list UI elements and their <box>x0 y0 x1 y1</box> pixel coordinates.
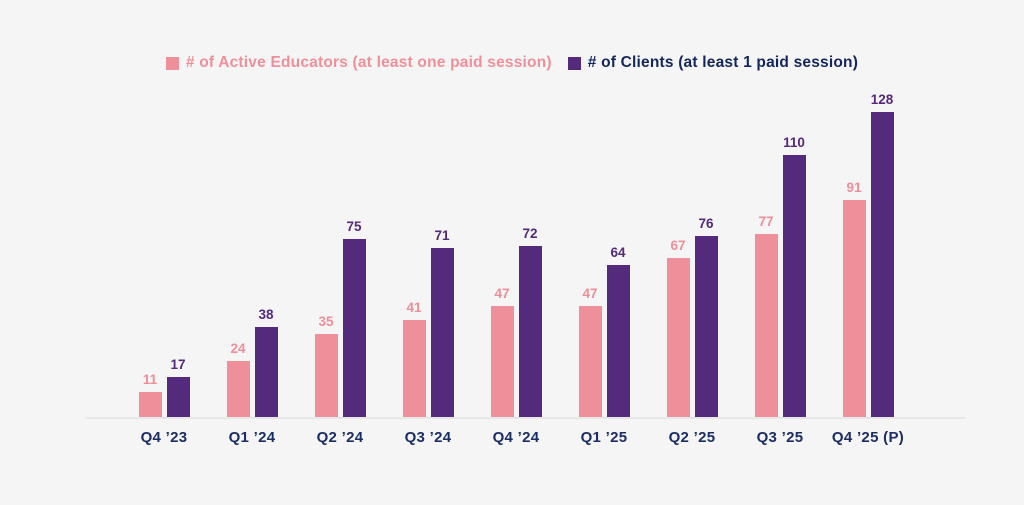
bar <box>842 200 866 418</box>
bar <box>138 392 162 418</box>
x-axis-tick-label: Q4 ’24 <box>492 429 540 446</box>
bar-group: 77 110 <box>736 135 824 418</box>
plot-area: 11 17 24 38 35 75 41 71 47 72 47 64 67 76 77 110 91 128 <box>120 92 912 418</box>
bar-value-label: 110 <box>783 135 805 150</box>
bar-value-label: 72 <box>522 226 538 241</box>
bar-column: 17 <box>166 357 190 418</box>
bar-column: 72 <box>518 226 542 418</box>
bar-group: 24 38 <box>208 307 296 418</box>
bar-group: 11 17 <box>120 357 208 418</box>
bar-value-label: 47 <box>582 286 598 301</box>
bar-value-label: 128 <box>870 92 894 107</box>
bar-column: 38 <box>254 307 278 418</box>
bar <box>578 306 602 418</box>
bar-column: 75 <box>342 219 366 418</box>
bar <box>666 258 690 418</box>
bar-column: 47 <box>490 286 514 418</box>
x-axis-tick-label: Q3 ’25 <box>756 429 804 446</box>
bar-value-label: 71 <box>434 228 450 243</box>
bar-group: 41 71 <box>384 228 472 418</box>
x-axis-tick-label: Q1 ’24 <box>228 429 276 446</box>
bar-value-label: 41 <box>406 300 422 315</box>
bar-value-label: 17 <box>170 357 186 372</box>
x-axis-tick-label: Q4 ’23 <box>140 429 188 446</box>
bar-value-label: 64 <box>610 245 626 260</box>
bar-value-label: 11 <box>142 372 158 387</box>
bar-column: 128 <box>870 92 894 418</box>
bar-value-label: 77 <box>758 214 774 229</box>
bar <box>870 112 894 418</box>
chart-legend: # of Active Educators (at least one paid… <box>0 54 1024 72</box>
x-axis-tick-label: Q3 ’24 <box>404 429 452 446</box>
bar-column: 35 <box>314 314 338 418</box>
bar-value-label: 38 <box>258 307 274 322</box>
bar-group: 67 76 <box>648 216 736 418</box>
x-axis-tick-label: Q1 ’25 <box>580 429 628 446</box>
bar <box>430 248 454 418</box>
bar <box>226 361 250 418</box>
bar-column: 110 <box>782 135 806 418</box>
x-axis-tick-label: Q2 ’25 <box>668 429 716 446</box>
bar <box>518 246 542 418</box>
bar-column: 11 <box>138 372 162 418</box>
legend-item-clients: # of Clients (at least 1 paid session) <box>567 54 859 72</box>
bar <box>490 306 514 418</box>
bar-value-label: 47 <box>494 286 510 301</box>
bar <box>314 334 338 418</box>
bar <box>694 236 718 418</box>
bar <box>606 265 630 418</box>
bar-column: 41 <box>402 300 426 418</box>
clients-swatch-icon <box>567 56 581 70</box>
x-axis-line <box>85 417 965 419</box>
bar <box>402 320 426 418</box>
bar-column: 77 <box>754 214 778 418</box>
bar-value-label: 35 <box>318 314 334 329</box>
bar <box>342 239 366 418</box>
legend-label-clients: # of Clients (at least 1 paid session) <box>587 54 859 71</box>
legend-label-educators: # of Active Educators (at least one paid… <box>185 54 552 71</box>
bar-value-label: 91 <box>846 180 862 195</box>
bar-column: 67 <box>666 238 690 418</box>
bar <box>754 234 778 418</box>
bar-column: 76 <box>694 216 718 418</box>
bar-group: 47 64 <box>560 245 648 418</box>
bar-value-label: 24 <box>230 341 246 356</box>
bar-value-label: 76 <box>698 216 714 231</box>
bar-group: 91 128 <box>824 92 912 418</box>
bar-column: 64 <box>606 245 630 418</box>
educators-swatch-icon <box>165 56 179 70</box>
bar-column: 91 <box>842 180 866 418</box>
bar-group: 47 72 <box>472 226 560 418</box>
legend-item-educators: # of Active Educators (at least one paid… <box>165 54 552 72</box>
x-axis-tick-label: Q4 ’25 (P) <box>831 429 905 446</box>
bar <box>254 327 278 418</box>
bar-column: 71 <box>430 228 454 418</box>
bar <box>782 155 806 418</box>
bar-column: 24 <box>226 341 250 418</box>
x-axis-tick-label: Q2 ’24 <box>316 429 364 446</box>
bar-value-label: 75 <box>346 219 362 234</box>
bar <box>166 377 190 418</box>
x-axis-labels: Q4 ’23 Q1 ’24 Q2 ’24 Q3 ’24 Q4 ’24 Q1 ’25 Q2 ’… <box>120 429 912 446</box>
bar-group: 35 75 <box>296 219 384 418</box>
bar-value-label: 67 <box>670 238 686 253</box>
bar-column: 47 <box>578 286 602 418</box>
